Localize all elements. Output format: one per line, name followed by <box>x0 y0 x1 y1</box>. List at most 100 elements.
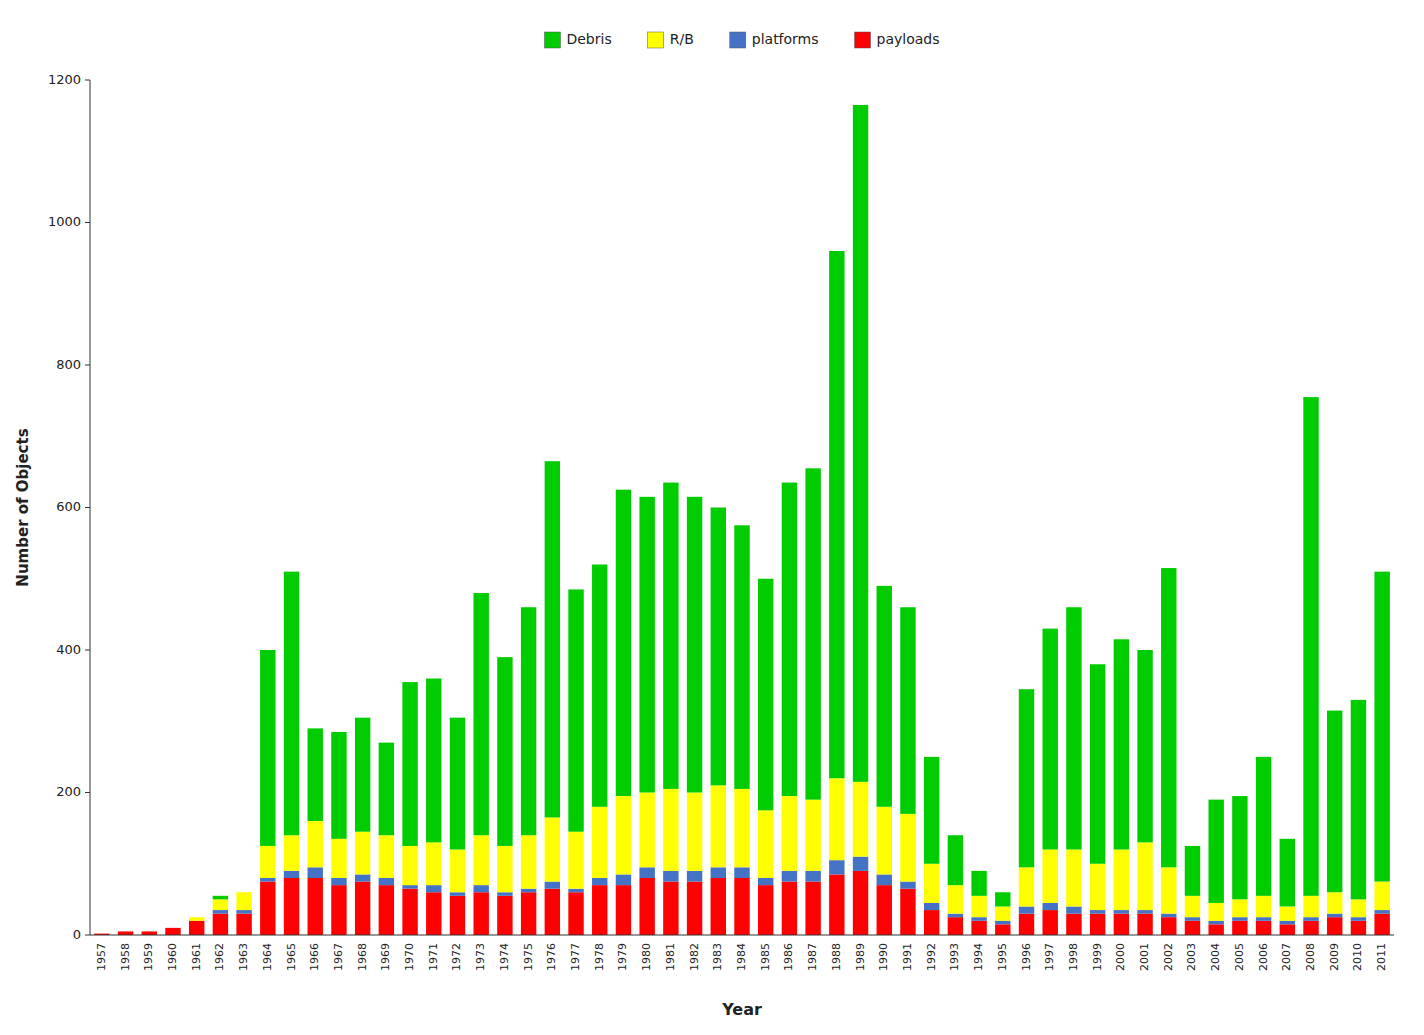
y-tick <box>85 792 90 793</box>
bar-segment <box>1185 921 1200 935</box>
legend-label: Debris <box>566 31 611 47</box>
bar-segment <box>711 867 726 878</box>
bar-segment <box>995 924 1010 935</box>
x-tick-label: 1963 <box>237 943 250 971</box>
bar-segment <box>165 928 180 935</box>
bar-segment <box>639 793 654 868</box>
bar-segment <box>711 878 726 935</box>
bar-segment <box>118 931 133 935</box>
bar-segment <box>1256 896 1271 917</box>
bar-segment <box>1351 899 1366 917</box>
bar-segment <box>473 593 488 835</box>
bar-segment <box>1066 607 1081 849</box>
bar-segment <box>165 927 180 928</box>
bar-segment <box>900 607 915 814</box>
x-tick-label: 1967 <box>332 943 345 971</box>
legend-label: platforms <box>752 31 819 47</box>
bar-segment <box>877 885 892 935</box>
bar-segment <box>829 778 844 860</box>
bar-segment <box>995 892 1010 906</box>
bar-segment <box>1256 757 1271 896</box>
bar-segment <box>877 807 892 875</box>
x-tick-label: 1973 <box>474 943 487 971</box>
bar-segment <box>1114 639 1129 849</box>
bar-segment <box>1280 839 1295 907</box>
bar-segment <box>1114 914 1129 935</box>
x-tick-label: 2001 <box>1138 943 1151 971</box>
legend-item: platforms <box>730 31 819 48</box>
bar-segment <box>829 860 844 874</box>
bar-segment <box>1161 867 1176 913</box>
bar-segment <box>379 878 394 885</box>
bar-segment <box>331 839 346 878</box>
bar-segment <box>545 817 560 881</box>
x-tick-label: 1976 <box>545 943 558 971</box>
bar-segment <box>189 917 204 921</box>
bar-segment <box>1256 917 1271 921</box>
bar-segment <box>473 892 488 935</box>
bar-segment <box>284 572 299 836</box>
bar-segment <box>1066 850 1081 907</box>
bar-segment <box>687 882 702 935</box>
bar-segment <box>924 903 939 910</box>
bar-segment <box>1043 629 1058 850</box>
bar-segment <box>616 490 631 796</box>
bar-segment <box>924 864 939 903</box>
bar-segment <box>687 871 702 882</box>
bar-segment <box>663 789 678 871</box>
bar-segment <box>782 483 797 797</box>
bar-segment <box>1114 910 1129 914</box>
bar-segment <box>1090 864 1105 910</box>
x-tick-label: 1988 <box>830 943 843 971</box>
bar-segment <box>948 914 963 918</box>
bar-segment <box>1351 700 1366 900</box>
x-tick-label: 2007 <box>1280 943 1293 971</box>
x-tick-label: 1971 <box>427 943 440 971</box>
bar-segment <box>1280 907 1295 921</box>
bar-segment <box>355 832 370 875</box>
bar-segment <box>1374 572 1389 882</box>
x-tick-label: 1970 <box>403 943 416 971</box>
bar-segment <box>473 885 488 892</box>
bar-segment <box>1019 914 1034 935</box>
bar-segment <box>734 525 749 789</box>
bar-segment <box>829 874 844 935</box>
bar-segment <box>1161 568 1176 867</box>
bar-segment <box>1374 882 1389 911</box>
x-tick-label: 1992 <box>925 943 938 971</box>
bar-segment <box>971 871 986 896</box>
x-tick-label: 2004 <box>1209 943 1222 971</box>
bar-segment <box>1137 914 1152 935</box>
bar-segment <box>853 782 868 857</box>
legend-swatch <box>648 32 664 48</box>
bar-segment <box>142 931 157 935</box>
bar-segment <box>379 835 394 878</box>
bar-segment <box>426 842 441 885</box>
bar-segment <box>568 889 583 893</box>
x-axis-label: Year <box>721 1000 762 1019</box>
x-tick-label: 2006 <box>1257 943 1270 971</box>
legend-swatch <box>855 32 871 48</box>
bar-segment <box>94 933 109 934</box>
x-tick-label: 2009 <box>1328 943 1341 971</box>
bar-segment <box>450 892 465 896</box>
bar-segment <box>948 885 963 914</box>
legend-label: payloads <box>877 31 940 47</box>
x-tick-label: 1980 <box>640 943 653 971</box>
bar-segment <box>1327 914 1342 918</box>
legend-swatch <box>544 32 560 48</box>
x-tick-label: 1996 <box>1020 943 1033 971</box>
x-tick-label: 1990 <box>877 943 890 971</box>
bar-segment <box>308 821 323 867</box>
bar-segment <box>213 914 228 935</box>
bar-segment <box>355 882 370 935</box>
bar-segment <box>308 867 323 878</box>
y-tick <box>85 222 90 223</box>
x-tick-label: 1975 <box>522 943 535 971</box>
y-tick <box>85 935 90 936</box>
bar-segment <box>331 885 346 935</box>
bar-segment <box>426 679 441 843</box>
bar-segment <box>189 917 204 918</box>
bar-segment <box>758 878 773 885</box>
bar-segment <box>521 892 536 935</box>
